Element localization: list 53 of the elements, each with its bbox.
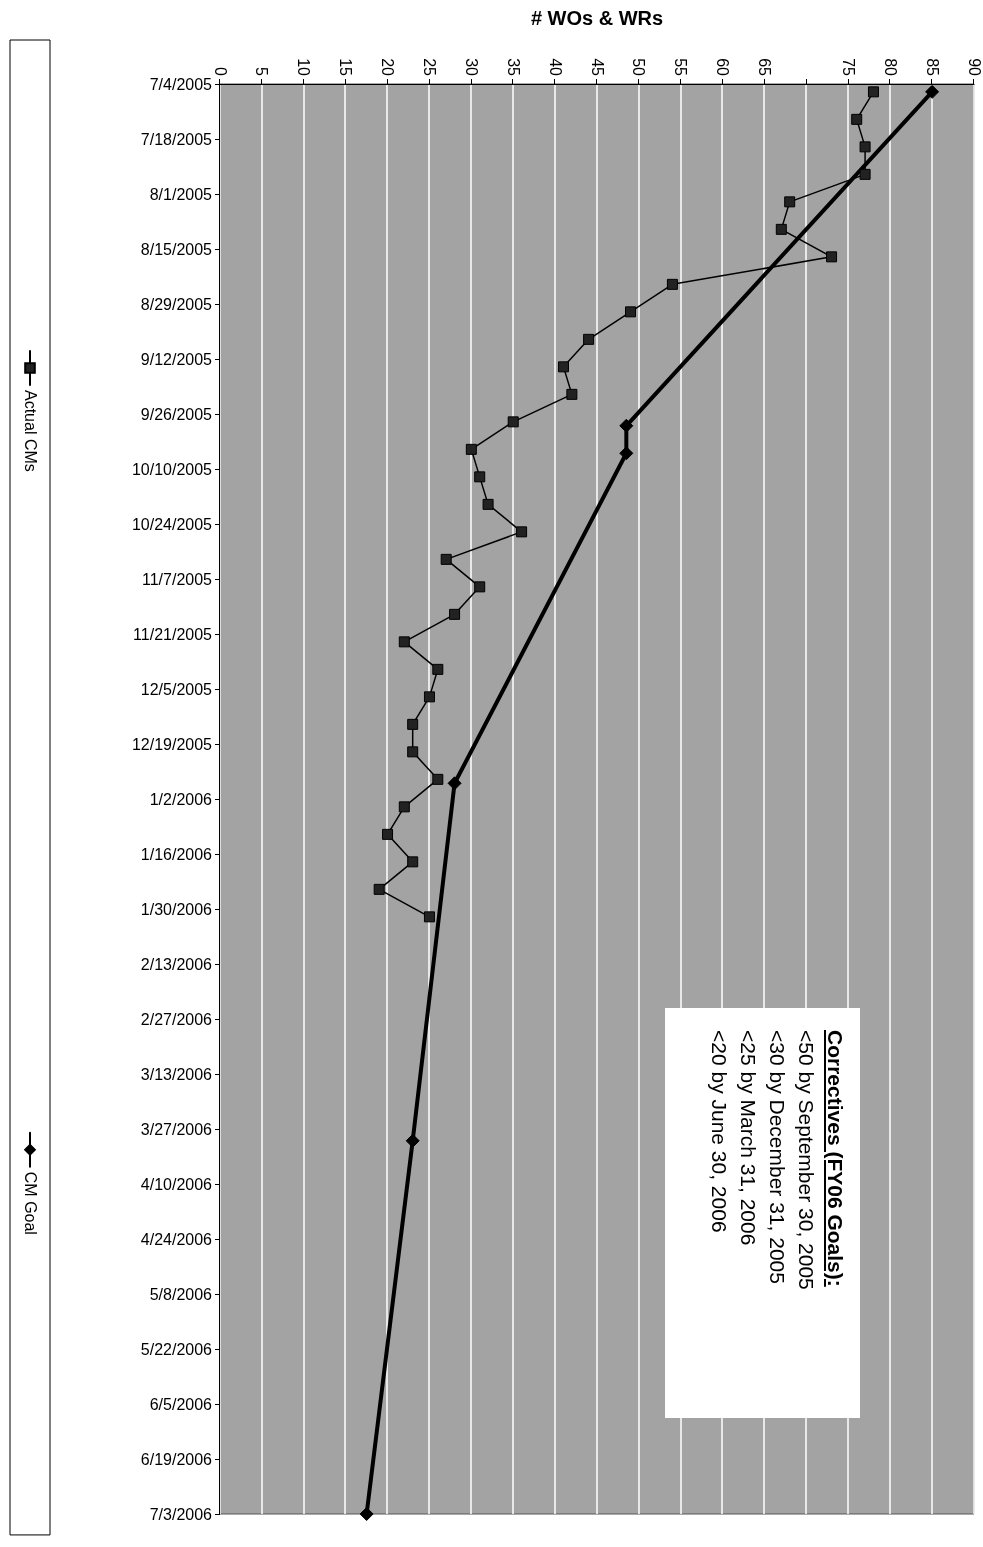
x-tick-label: 5	[253, 67, 271, 77]
y-tick-label: 7/18/2005	[140, 130, 213, 148]
y-tick-label: 8/29/2005	[140, 295, 213, 313]
y-tick-label: 9/12/2005	[140, 350, 213, 368]
annotation: <30 by December 31, 2005	[765, 1030, 790, 1286]
x-tick-label: 60	[714, 58, 732, 77]
y-tick-label: 7/4/2005	[149, 75, 213, 93]
y-tick-label: 3/13/2006	[140, 1065, 213, 1083]
y-tick-label: 4/10/2006	[140, 1175, 213, 1193]
y-tick-label: 5/22/2006	[140, 1340, 213, 1358]
y-tick-label: 5/8/2006	[149, 1285, 213, 1303]
x-tick-label: 25	[420, 58, 438, 77]
y-tick-label: 11/7/2005	[142, 570, 213, 588]
y-tick-label: 2/13/2006	[140, 955, 213, 973]
y-tick-label: 8/15/2005	[140, 240, 213, 258]
y-tick-label: 4/24/2006	[140, 1230, 213, 1248]
x-tick-label: 15	[337, 58, 355, 77]
y-tick-label: 9/26/2005	[140, 405, 213, 423]
x-tick-label: 45	[588, 58, 606, 77]
x-tick-label: 90	[965, 58, 983, 77]
x-tick-label: 75	[839, 58, 857, 77]
x-tick-label: 40	[546, 58, 564, 77]
x-tick-label: 0	[211, 67, 229, 77]
x-tick-label: 30	[462, 58, 480, 77]
y-tick-label: 6/19/2006	[140, 1450, 213, 1468]
y-tick-label: 10/24/2005	[131, 515, 213, 533]
x-tick-label: 50	[630, 58, 648, 77]
y-tick-label: 1/16/2006	[140, 845, 213, 863]
x-tick-label: 85	[923, 58, 941, 77]
y-tick-label: 8/1/2005	[149, 185, 213, 203]
y-tick-label: 12/19/2005	[131, 735, 213, 753]
annotation: <25 by March 31, 2006	[736, 1030, 761, 1248]
y-tick-label: 7/3/2006	[149, 1505, 213, 1523]
y-tick-label: 1/2/2006	[149, 790, 213, 808]
x-axis-title: # WOs & WRs	[530, 7, 664, 29]
x-tick-label: 35	[504, 58, 522, 77]
legend-label: CM Goal	[21, 1171, 39, 1235]
y-tick-label: 1/30/2006	[140, 900, 213, 918]
y-tick-label: 3/27/2006	[140, 1120, 213, 1138]
y-tick-label: 11/21/2005	[133, 625, 213, 643]
y-tick-label: 12/5/2005	[140, 680, 213, 698]
x-tick-label: 80	[881, 58, 899, 77]
x-tick-label: 55	[672, 58, 690, 77]
x-tick-label: 65	[756, 58, 774, 77]
annotation: <20 by June 30, 2006	[707, 1030, 732, 1235]
y-tick-label: 10/10/2005	[131, 460, 213, 478]
y-tick-label: 6/5/2006	[149, 1395, 213, 1413]
x-tick-label: 20	[379, 58, 397, 77]
annotation: Correctives (FY06 Goals):	[823, 1030, 848, 1289]
annotation: <50 by September 30, 2005	[794, 1030, 819, 1292]
x-tick-label: 10	[295, 58, 313, 77]
legend-label: Actual CMs	[21, 390, 39, 472]
y-tick-label: 2/27/2006	[140, 1010, 213, 1028]
